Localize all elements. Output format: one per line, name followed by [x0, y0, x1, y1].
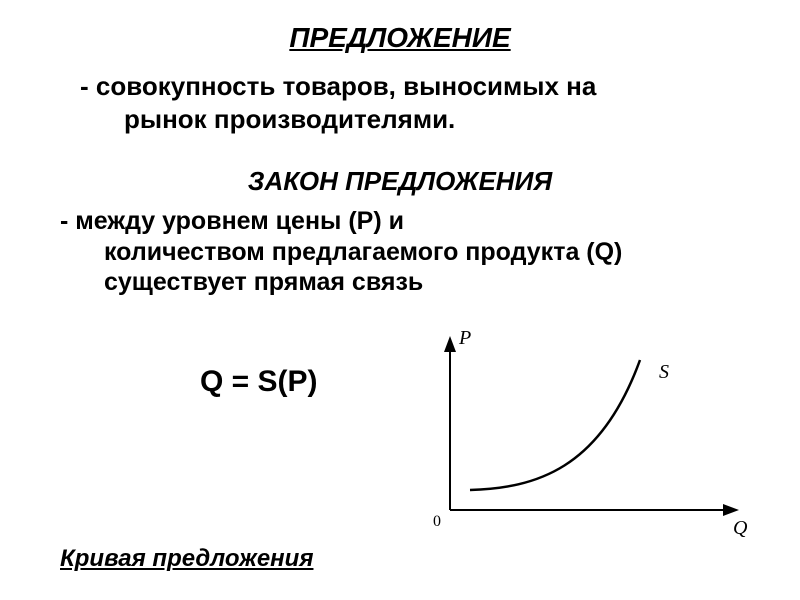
supply-curve [470, 360, 640, 490]
definition-supply-line1: - совокупность товаров, выносимых на [80, 71, 596, 101]
chart-caption: Кривая предложения [60, 545, 313, 573]
definition-supply: - совокупность товаров, выносимых на рын… [80, 70, 740, 135]
definition-law-first: - между уровнем цены (Р) и [60, 207, 404, 235]
supply-curve-chart: P Q S 0 [415, 330, 760, 550]
x-axis-arrow-icon [723, 504, 739, 516]
y-axis-label: P [458, 330, 471, 349]
definition-supply-line2: рынок производителями. [80, 103, 455, 136]
definition-law-rest: количеством предлагаемого продукта (Q) с… [60, 237, 710, 298]
y-axis-arrow-icon [444, 336, 456, 352]
formula: Q = S(P) [200, 365, 318, 399]
slide: ПРЕДЛОЖЕНИЕ - совокупность товаров, выно… [0, 0, 800, 600]
slide-title: ПРЕДЛОЖЕНИЕ [0, 22, 800, 54]
curve-label: S [659, 361, 669, 383]
slide-subtitle: ЗАКОН ПРЕДЛОЖЕНИЯ [0, 166, 800, 197]
x-axis-label: Q [733, 517, 748, 539]
origin-label: 0 [433, 513, 441, 530]
definition-law: - между уровнем цены (Р) и количеством п… [60, 206, 710, 298]
